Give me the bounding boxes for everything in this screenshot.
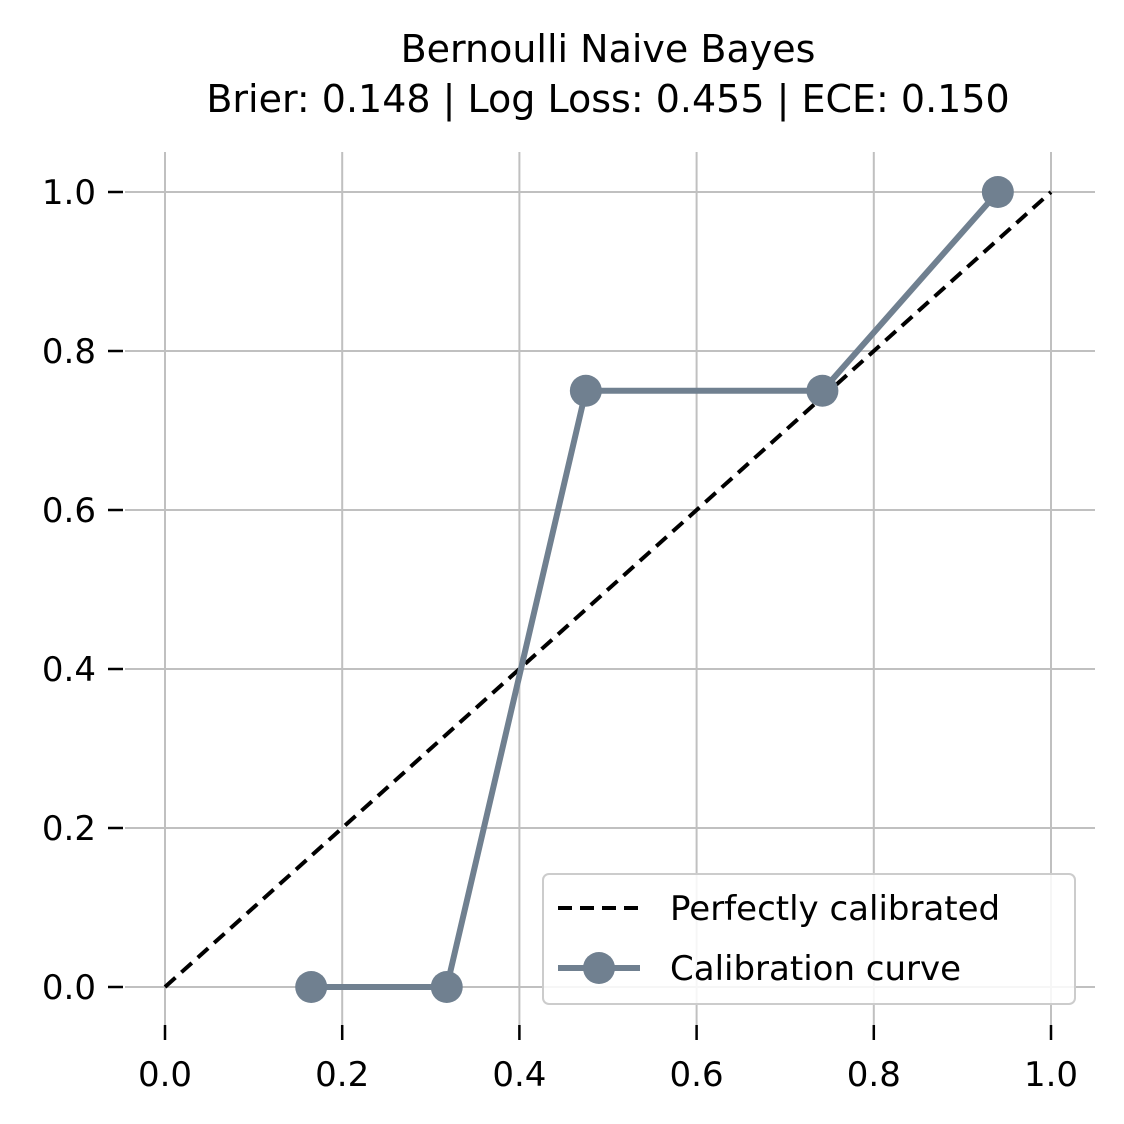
x-tick-label: 0.2 — [315, 1055, 369, 1095]
calibration-curve-point — [430, 971, 463, 1003]
perfectly-calibrated-line — [163, 190, 1053, 989]
chart-title: Bernoulli Naive Bayes — [401, 27, 816, 71]
plot-area — [163, 176, 1053, 1003]
x-tick-label: 1.0 — [1024, 1055, 1078, 1095]
calibration-curve-point — [981, 176, 1014, 208]
legend-curve-marker-sample — [583, 952, 615, 984]
y-tick-label: 0.2 — [42, 809, 96, 849]
grid — [125, 152, 1095, 1025]
legend-label-perfectly-calibrated: Perfectly calibrated — [670, 889, 1000, 929]
x-tick-label: 0.4 — [492, 1055, 546, 1095]
calibration-curve-point — [806, 374, 839, 407]
legend-box — [542, 873, 1076, 1005]
y-tick-label: 0.0 — [42, 968, 96, 1008]
calibration-curve-line — [311, 190, 1001, 990]
legend: Perfectly calibrated Calibration curve — [542, 873, 1076, 1005]
x-tick-label: 0.8 — [847, 1055, 901, 1095]
x-tick-label: 0.6 — [670, 1055, 724, 1095]
y-tick-label: 0.8 — [42, 332, 96, 372]
y-tick-label: 0.4 — [42, 650, 96, 690]
y-tick-label: 0.6 — [42, 491, 96, 531]
calibration-curve-point — [569, 374, 602, 407]
x-tick-label: 0.0 — [138, 1055, 192, 1095]
calibration-curve-point — [295, 971, 328, 1003]
chart-subtitle: Brier: 0.148 | Log Loss: 0.455 | ECE: 0.… — [206, 77, 1009, 122]
axis-ticks: 0.0 0.2 0.4 0.6 0.8 1.0 0.0 0.2 0.4 0.6 0.8 1.0 — [42, 173, 1078, 1095]
y-tick-label: 1.0 — [42, 173, 96, 213]
legend-label-calibration-curve: Calibration curve — [670, 949, 961, 989]
